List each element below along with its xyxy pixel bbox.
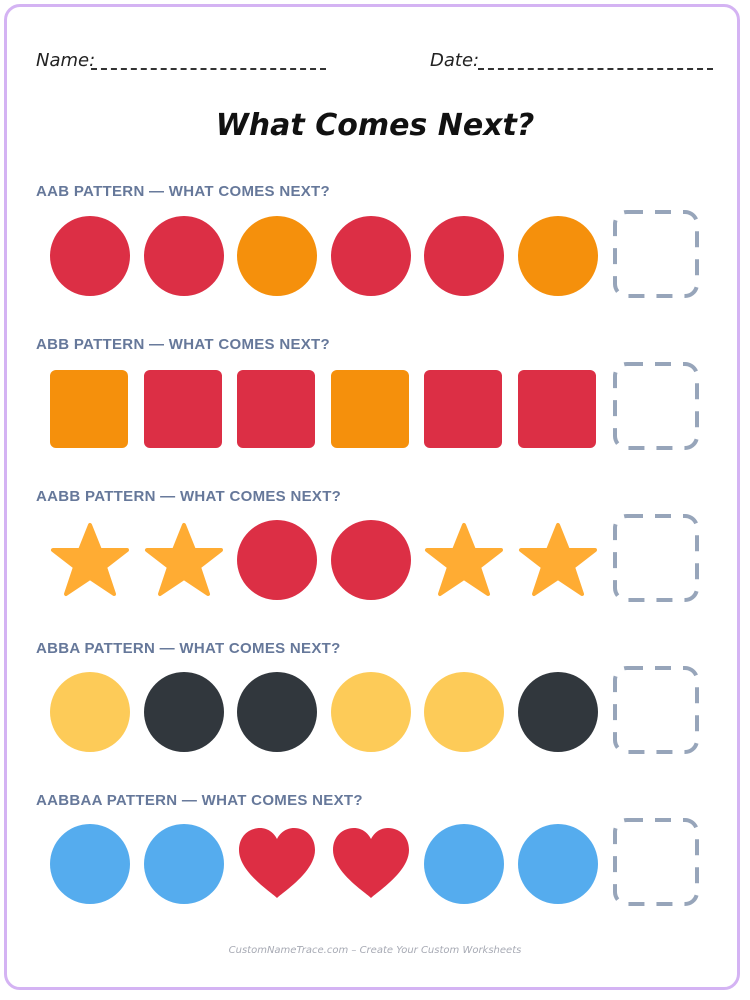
answer-box[interactable] (613, 666, 699, 754)
black-circle-icon (144, 672, 224, 752)
date-field-line (478, 68, 713, 70)
blue-circle-icon (144, 824, 224, 904)
red-circle-icon (331, 520, 411, 600)
red-square-icon (144, 370, 222, 448)
star-icon (50, 520, 130, 600)
worksheet-title: What Comes Next? (215, 108, 535, 143)
red-circle-icon (424, 216, 504, 296)
red-square-icon (518, 370, 596, 448)
pattern-row (50, 818, 700, 908)
worksheet-border (4, 4, 740, 990)
pattern-row (50, 666, 700, 756)
yellow-circle-icon (424, 672, 504, 752)
answer-box[interactable] (613, 362, 699, 450)
pattern-label: AABB PATTERN — WHAT COMES NEXT? (36, 488, 342, 505)
pattern-row (50, 514, 700, 604)
red-circle-icon (331, 216, 411, 296)
orange-square-icon (331, 370, 409, 448)
heart-icon (237, 824, 317, 904)
yellow-circle-icon (50, 672, 130, 752)
answer-box[interactable] (613, 818, 699, 906)
date-label: Date: (430, 50, 480, 71)
blue-circle-icon (424, 824, 504, 904)
heart-icon (331, 824, 411, 904)
yellow-circle-icon (331, 672, 411, 752)
footer-text: CustomNameTrace.com – Create Your Custom… (228, 945, 522, 956)
black-circle-icon (518, 672, 598, 752)
red-circle-icon (237, 520, 317, 600)
red-square-icon (424, 370, 502, 448)
star-icon (144, 520, 224, 600)
red-circle-icon (144, 216, 224, 296)
orange-circle-icon (237, 216, 317, 296)
black-circle-icon (237, 672, 317, 752)
star-icon (518, 520, 598, 600)
pattern-label: ABB PATTERN — WHAT COMES NEXT? (36, 336, 330, 353)
name-label: Name: (36, 50, 96, 71)
red-circle-icon (50, 216, 130, 296)
blue-circle-icon (50, 824, 130, 904)
blue-circle-icon (518, 824, 598, 904)
pattern-row (50, 210, 700, 300)
star-icon (424, 520, 504, 600)
pattern-label: ABBA PATTERN — WHAT COMES NEXT? (36, 640, 341, 657)
name-field-line (91, 68, 326, 70)
pattern-label: AAB PATTERN — WHAT COMES NEXT? (36, 183, 330, 200)
answer-box[interactable] (613, 514, 699, 602)
pattern-row (50, 362, 700, 452)
answer-box[interactable] (613, 210, 699, 298)
orange-circle-icon (518, 216, 598, 296)
orange-square-icon (50, 370, 128, 448)
red-square-icon (237, 370, 315, 448)
pattern-label: AABBAA PATTERN — WHAT COMES NEXT? (36, 792, 363, 809)
